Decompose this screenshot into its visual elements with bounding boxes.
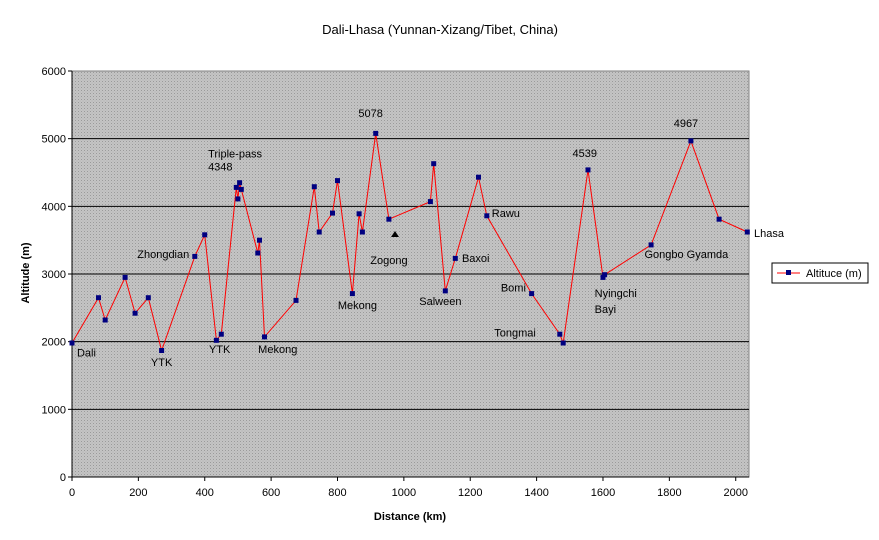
data-point [235,196,241,202]
data-point [159,348,165,353]
annotation-label: Lhasa [754,228,785,240]
legend-marker [786,270,791,275]
data-point [213,337,219,343]
data-point [237,180,243,186]
annotation-label: Bomi [501,283,526,295]
x-tick-label: 1800 [657,487,681,499]
legend-box [771,262,869,284]
annotation-label: Mekong [258,344,297,356]
x-tick-label: 0 [69,487,75,499]
series-altitude [69,130,750,353]
annotation-label: Triple-pass [208,149,262,161]
data-point [233,184,239,190]
data-point [431,161,437,167]
data-point [192,253,198,259]
triangle-marker-icon [391,231,399,237]
data-point [452,255,458,261]
annotation-label: 4348 [208,161,232,173]
annotation-label: Bayi [595,304,616,316]
data-point [349,291,355,297]
data-point [529,291,535,297]
annotation-label: Zogong [370,255,407,267]
data-point [122,274,128,280]
data-point [257,237,262,243]
data-point [238,186,244,192]
y-tick-label: 4000 [42,201,66,213]
y-tick-label: 6000 [42,66,66,78]
chart-title: Dali-Lhasa (Yunnan-Xizang/Tibet, China) [322,22,558,37]
axes [68,70,749,481]
data-point [330,210,335,216]
data-point [356,211,362,217]
x-tick-label: 2000 [723,487,747,499]
annotation-label: 5078 [358,108,382,120]
data-point [262,334,267,340]
annotation-label: YTK [209,344,231,356]
annotation-label: Gongbo Gyamda [644,249,729,261]
x-tick-label: 1200 [458,487,482,499]
x-axis-title: Distance (km) [374,511,446,523]
legend-label: Altituce (m) [806,268,862,280]
legend: Altituce (m) [771,262,869,284]
data-point [202,232,208,238]
data-point [316,229,322,235]
tick-labels: 0 1000 2000 3000 4000 5000 6000 0 200 400 600 800 10… [42,66,748,499]
data-point [96,295,101,301]
data-point [560,340,566,346]
x-tick-label: 1000 [392,487,416,499]
annotation-label: Rawu [492,208,520,220]
annotation-label: Baxoi [462,253,490,265]
data-point [359,229,365,235]
x-tick-label: 400 [196,487,214,499]
data-point [557,331,563,337]
data-point [484,213,490,219]
annotation-label: 4967 [674,118,698,130]
x-tick-label: 800 [328,487,346,499]
x-tick-label: 1600 [591,487,615,499]
data-point [442,288,448,294]
y-axis-title: Altitude (m) [20,242,32,303]
data-point [744,229,750,235]
data-point [311,184,317,190]
data-point [688,138,694,144]
data-point [145,295,151,301]
y-tick-label: 5000 [42,134,66,146]
data-point [132,310,138,316]
data-point [648,242,654,248]
data-point [386,216,392,222]
gridlines [72,138,749,410]
x-tick-label: 600 [262,487,280,499]
annotation-label: 4539 [572,148,596,160]
annotation-label: Mekong [338,300,377,312]
data-point [427,199,433,205]
data-point [255,250,261,256]
annotation-label: YTK [151,357,173,369]
data-point [600,274,606,280]
data-point [69,340,75,346]
y-tick-label: 1000 [42,404,66,416]
data-point [373,130,379,136]
x-tick-label: 200 [129,487,147,499]
data-point [476,174,481,180]
data-point [293,297,299,303]
annotation-label: Tongmai [494,327,536,339]
data-point [102,317,108,323]
annotation-label: Dali [77,348,96,360]
y-tick-label: 3000 [42,269,66,281]
annotation-label: Nyingchi [595,288,637,300]
data-point [335,178,340,184]
data-point [585,167,591,173]
y-tick-label: 0 [60,472,66,484]
data-point [716,216,722,222]
annotation-label: Zhongdian [137,249,189,261]
data-point [602,272,608,278]
annotation-label: Salween [419,296,461,308]
x-tick-label: 1400 [524,487,548,499]
y-tick-label: 2000 [42,337,66,349]
data-point [218,331,224,337]
